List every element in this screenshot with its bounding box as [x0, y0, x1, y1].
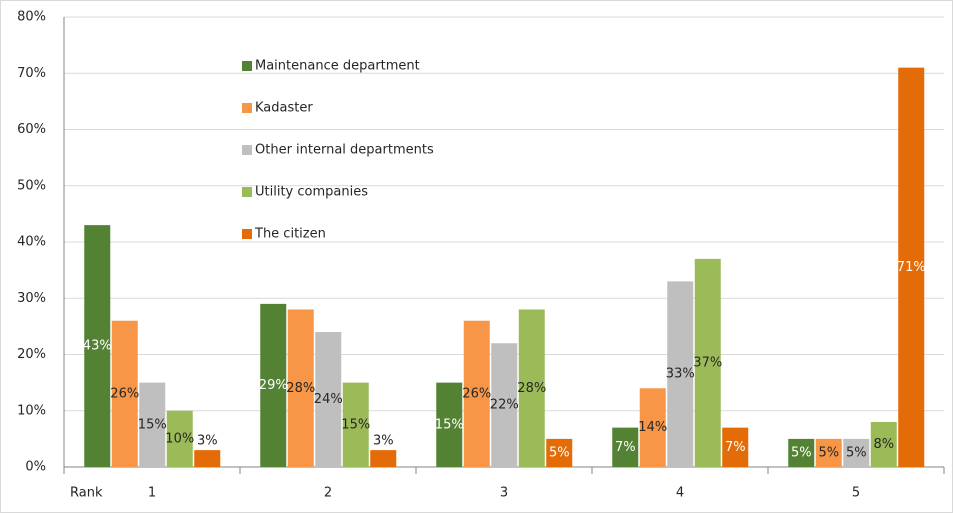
bar — [287, 309, 314, 467]
data-label: 3% — [197, 434, 218, 449]
data-label: 5% — [818, 445, 839, 460]
data-label: 3% — [373, 434, 394, 449]
bar — [139, 382, 166, 467]
x-tick-label: 1 — [148, 486, 156, 501]
legend-swatch — [242, 229, 252, 239]
legend-label: Other internal departments — [255, 143, 434, 158]
x-tick-label: 2 — [324, 486, 332, 501]
bar — [491, 343, 518, 467]
y-tick-label: 50% — [17, 178, 46, 193]
data-label: 26% — [110, 386, 139, 401]
bar — [722, 427, 749, 467]
bar — [370, 450, 397, 467]
bar — [612, 427, 639, 467]
x-axis-label: Rank — [70, 486, 103, 501]
bar — [84, 225, 111, 467]
data-label: 8% — [873, 437, 894, 452]
data-label: 14% — [638, 420, 667, 435]
legend-swatch — [242, 187, 252, 197]
legend-swatch — [242, 103, 252, 113]
y-tick-label: 40% — [17, 235, 46, 250]
y-tick-label: 80% — [17, 10, 46, 25]
data-label: 28% — [286, 381, 315, 396]
bar — [815, 438, 842, 467]
bar — [694, 258, 721, 467]
y-tick-label: 70% — [17, 66, 46, 81]
bar — [260, 303, 287, 467]
bar — [898, 67, 925, 467]
data-label: 28% — [517, 381, 546, 396]
data-label: 10% — [165, 431, 194, 446]
x-tick-label: 3 — [500, 486, 508, 501]
bar — [315, 332, 342, 467]
bar — [870, 422, 897, 467]
bar — [436, 382, 463, 467]
bar — [194, 450, 221, 467]
y-tick-label: 30% — [17, 291, 46, 306]
data-label: 15% — [341, 417, 370, 432]
bar — [843, 438, 870, 467]
bar — [463, 320, 490, 467]
data-label: 43% — [83, 339, 112, 354]
bar — [788, 438, 815, 467]
data-label: 33% — [666, 367, 695, 382]
y-tick-label: 10% — [17, 403, 46, 418]
legend-swatch — [242, 145, 252, 155]
x-tick-label: 5 — [852, 486, 860, 501]
legend-swatch — [242, 61, 252, 71]
data-label: 5% — [549, 445, 570, 460]
bar — [546, 438, 573, 467]
data-label: 5% — [846, 445, 867, 460]
legend-label: The citizen — [254, 227, 326, 242]
data-label: 26% — [462, 386, 491, 401]
x-tick-label: 4 — [676, 486, 684, 501]
bar — [166, 410, 193, 467]
data-label: 24% — [314, 392, 343, 407]
y-tick-label: 0% — [25, 460, 46, 475]
data-label: 71% — [897, 260, 926, 275]
data-label: 7% — [725, 440, 746, 455]
data-label: 15% — [138, 417, 167, 432]
y-tick-label: 60% — [17, 122, 46, 137]
legend-label: Kadaster — [255, 101, 313, 116]
bar — [342, 382, 369, 467]
bar — [639, 388, 666, 467]
legend-label: Maintenance department — [255, 59, 420, 74]
data-label: 7% — [615, 440, 636, 455]
data-label: 22% — [490, 398, 519, 413]
bar — [518, 309, 545, 467]
data-label: 29% — [259, 378, 288, 393]
y-tick-label: 20% — [17, 347, 46, 362]
bar — [111, 320, 138, 467]
data-label: 37% — [693, 355, 722, 370]
data-label: 15% — [435, 417, 464, 432]
data-label: 5% — [791, 445, 812, 460]
legend-label: Utility companies — [255, 185, 368, 200]
bar — [667, 281, 694, 467]
